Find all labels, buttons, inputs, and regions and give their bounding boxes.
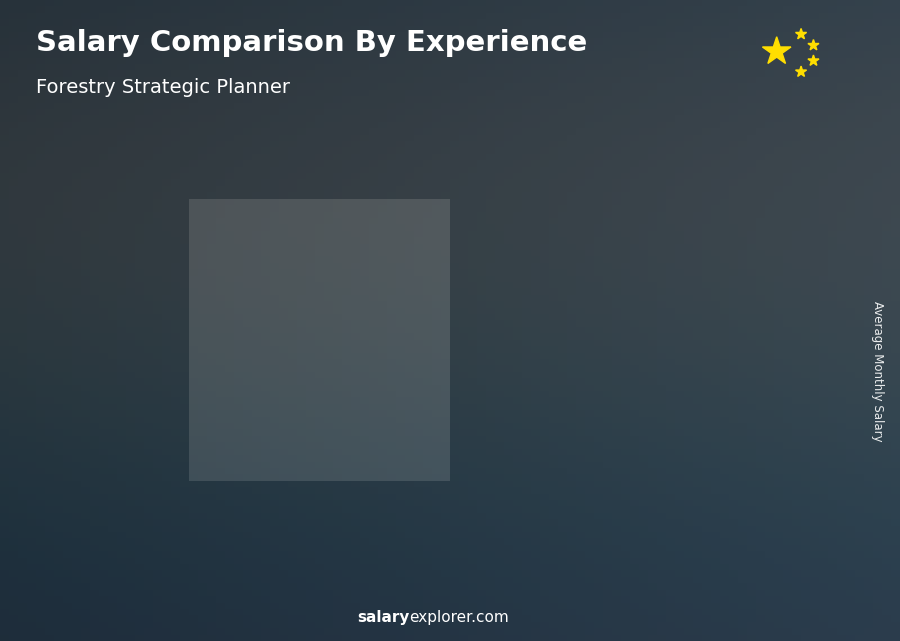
Text: Forestry Strategic Planner: Forestry Strategic Planner [36, 78, 290, 97]
Text: 45,600 CNY: 45,600 CNY [698, 256, 775, 269]
Polygon shape [336, 319, 424, 322]
Bar [90, 422, 166, 558]
Polygon shape [808, 55, 819, 65]
Bar [272, 391, 289, 558]
Text: Average Monthly Salary: Average Monthly Salary [871, 301, 884, 442]
Polygon shape [535, 279, 546, 558]
Text: +42%: +42% [285, 263, 339, 281]
Text: +10%: +10% [531, 196, 584, 213]
Bar [581, 255, 657, 558]
Bar [581, 255, 589, 558]
Text: 43,100 CNY: 43,100 CNY [574, 274, 652, 287]
Bar [704, 237, 780, 558]
Bar [704, 237, 712, 558]
Text: 19,300 CNY: 19,300 CNY [94, 477, 171, 490]
Bar [395, 322, 411, 558]
Text: salary: salary [357, 610, 410, 625]
Polygon shape [411, 319, 424, 558]
Polygon shape [90, 419, 178, 422]
Bar [212, 391, 220, 558]
Polygon shape [289, 388, 301, 558]
Bar [641, 255, 657, 558]
Bar [458, 282, 535, 558]
Polygon shape [657, 252, 670, 558]
Polygon shape [704, 234, 792, 237]
Polygon shape [808, 40, 819, 50]
Bar [518, 282, 535, 558]
Polygon shape [166, 419, 178, 558]
Text: +17%: +17% [408, 222, 462, 241]
Polygon shape [796, 66, 806, 76]
Polygon shape [581, 252, 670, 255]
Bar [90, 422, 97, 558]
Text: 39,200 CNY: 39,200 CNY [452, 301, 529, 314]
Text: Salary Comparison By Experience: Salary Comparison By Experience [36, 29, 587, 57]
Bar [212, 391, 289, 558]
Polygon shape [780, 234, 792, 558]
Text: explorer.com: explorer.com [410, 610, 509, 625]
Text: +23%: +23% [162, 331, 216, 349]
Polygon shape [796, 28, 806, 39]
Polygon shape [762, 37, 791, 63]
Text: 33,500 CNY: 33,500 CNY [328, 341, 406, 354]
Text: 23,700 CNY: 23,700 CNY [205, 410, 284, 423]
Bar [149, 422, 166, 558]
Polygon shape [212, 388, 301, 391]
Text: +6%: +6% [660, 178, 702, 196]
Polygon shape [458, 279, 546, 282]
Bar [458, 282, 466, 558]
Bar [763, 237, 780, 558]
Bar [336, 322, 343, 558]
Bar [336, 322, 411, 558]
